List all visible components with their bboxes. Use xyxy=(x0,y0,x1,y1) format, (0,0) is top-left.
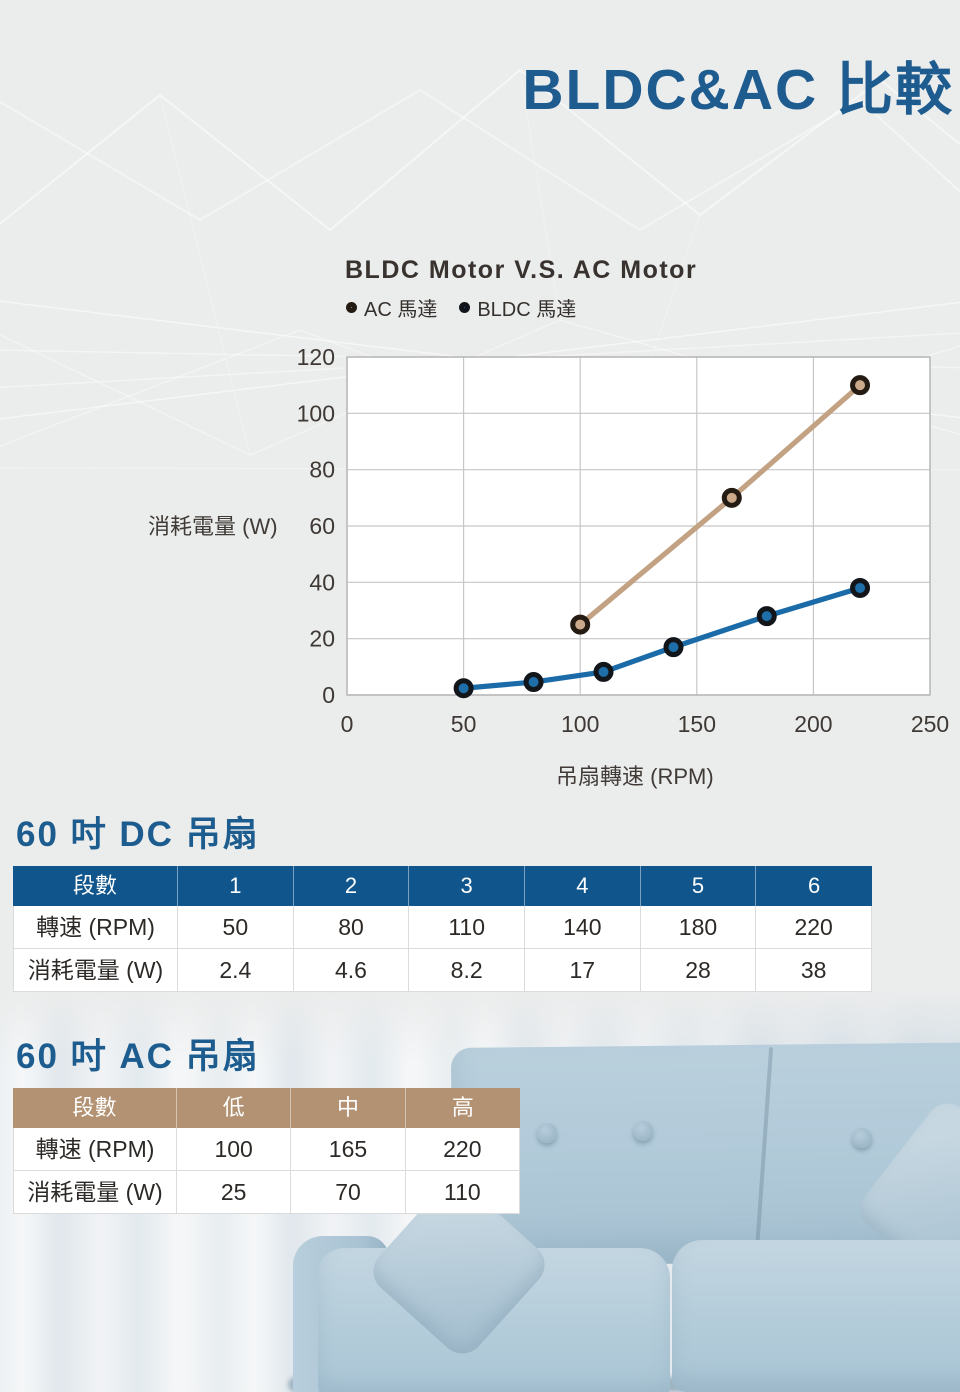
legend-label-bldc: BLDC 馬達 xyxy=(477,299,577,321)
legend-item-ac: AC 馬達 xyxy=(346,293,437,322)
bldc-series-dot-icon xyxy=(459,302,471,313)
sofa-seat-cushion-right xyxy=(672,1240,960,1392)
ac-fan-table: 段數 低 中 高 轉速 (RPM) 100 165 220 消耗電量 (W) 2… xyxy=(13,1088,520,1214)
dc-table-header-row: 段數 1 2 3 4 5 6 xyxy=(13,866,872,906)
ac-row-label: 轉速 (RPM) xyxy=(13,1128,177,1171)
dc-cell: 8.2 xyxy=(409,949,525,992)
ac-cell: 70 xyxy=(291,1171,406,1214)
dc-header-cell: 4 xyxy=(524,866,641,906)
dc-cell: 17 xyxy=(524,949,641,992)
ac-section-heading: 60 吋 AC 吊扇 xyxy=(16,1037,260,1076)
chart-title: BLDC Motor V.S. AC Motor xyxy=(345,256,698,284)
dc-header-cell: 段數 xyxy=(13,866,178,906)
x-tick-label: 50 xyxy=(451,711,477,737)
x-tick-label: 100 xyxy=(561,711,599,737)
dc-row-label: 消耗電量 (W) xyxy=(13,949,178,992)
dc-header-cell: 2 xyxy=(293,866,410,906)
x-tick-label: 150 xyxy=(678,711,716,737)
dc-header-cell: 6 xyxy=(756,866,872,906)
ac-table-row-watt: 消耗電量 (W) 25 70 110 xyxy=(13,1171,520,1214)
plot-border xyxy=(346,356,931,696)
ac-header-cell: 低 xyxy=(177,1088,292,1128)
dc-cell: 220 xyxy=(756,906,872,949)
ac-cell: 220 xyxy=(405,1128,520,1171)
x-tick-label: 0 xyxy=(341,711,354,737)
ac-header-cell: 中 xyxy=(291,1088,406,1128)
ac-cell: 110 xyxy=(405,1171,520,1214)
dc-header-cell: 5 xyxy=(640,866,757,906)
data-point-marker xyxy=(756,606,777,627)
dc-fan-table: 段數 1 2 3 4 5 6 轉速 (RPM) 50 80 110 140 18… xyxy=(13,866,872,992)
tuft-button xyxy=(633,1121,653,1141)
ac-cell: 100 xyxy=(177,1128,292,1171)
data-point-marker xyxy=(850,577,871,598)
tuft-button xyxy=(537,1123,557,1143)
y-tick-label: 0 xyxy=(322,682,335,708)
ac-series-dot-icon xyxy=(346,302,357,313)
dc-section-heading: 60 吋 DC 吊扇 xyxy=(16,815,260,854)
data-point-marker xyxy=(453,678,474,699)
dc-row-label: 轉速 (RPM) xyxy=(13,906,178,949)
dc-cell: 110 xyxy=(409,906,525,949)
dc-header-cell: 1 xyxy=(178,866,294,906)
data-point-marker xyxy=(593,661,614,682)
dc-cell: 2.4 xyxy=(178,949,294,992)
dc-table-row-rpm: 轉速 (RPM) 50 80 110 140 180 220 xyxy=(13,906,872,949)
y-tick-label: 60 xyxy=(309,513,335,539)
x-tick-label: 200 xyxy=(794,711,832,737)
dc-table-row-watt: 消耗電量 (W) 2.4 4.6 8.2 17 28 38 xyxy=(13,949,872,992)
data-point-marker xyxy=(570,614,591,635)
x-tick-label: 250 xyxy=(911,711,949,737)
comparison-line-chart: 0 20 40 60 80 100 120 0 50 100 150 200 250 xyxy=(297,344,950,737)
data-point-marker xyxy=(721,487,742,508)
x-axis-label: 吊扇轉速 (RPM) xyxy=(556,764,714,789)
ac-header-cell: 高 xyxy=(405,1088,520,1128)
page-title: BLDC&AC 比較 xyxy=(522,58,954,122)
series-line xyxy=(461,585,863,691)
ac-table-header-row: 段數 低 中 高 xyxy=(13,1088,520,1128)
legend-item-bldc: BLDC 馬達 xyxy=(459,293,576,322)
y-tick-label: 100 xyxy=(297,400,335,426)
dc-cell: 180 xyxy=(640,906,757,949)
dc-cell: 28 xyxy=(640,949,757,992)
dc-cell: 140 xyxy=(524,906,641,949)
dc-header-cell: 3 xyxy=(409,866,525,906)
y-tick-label: 40 xyxy=(309,569,335,595)
y-tick-label: 20 xyxy=(309,626,335,652)
chart-legend: AC 馬達 BLDC 馬達 xyxy=(346,293,576,322)
dc-cell: 4.6 xyxy=(293,949,410,992)
data-point-marker xyxy=(523,672,544,693)
dc-cell: 80 xyxy=(293,906,410,949)
dc-cell: 38 xyxy=(756,949,872,992)
ac-header-cell: 段數 xyxy=(13,1088,177,1128)
data-point-marker xyxy=(850,375,871,396)
ac-cell: 25 xyxy=(177,1171,292,1214)
y-tick-label: 80 xyxy=(309,457,335,483)
ac-cell: 165 xyxy=(291,1128,406,1171)
ac-row-label: 消耗電量 (W) xyxy=(13,1171,177,1214)
y-axis-label: 消耗電量 (W) xyxy=(148,514,278,539)
legend-label-ac: AC 馬達 xyxy=(364,299,438,321)
data-point-marker xyxy=(663,637,684,658)
tuft-button xyxy=(852,1128,872,1148)
ac-table-row-rpm: 轉速 (RPM) 100 165 220 xyxy=(13,1128,520,1171)
y-tick-label: 120 xyxy=(297,344,335,370)
dc-cell: 50 xyxy=(178,906,294,949)
